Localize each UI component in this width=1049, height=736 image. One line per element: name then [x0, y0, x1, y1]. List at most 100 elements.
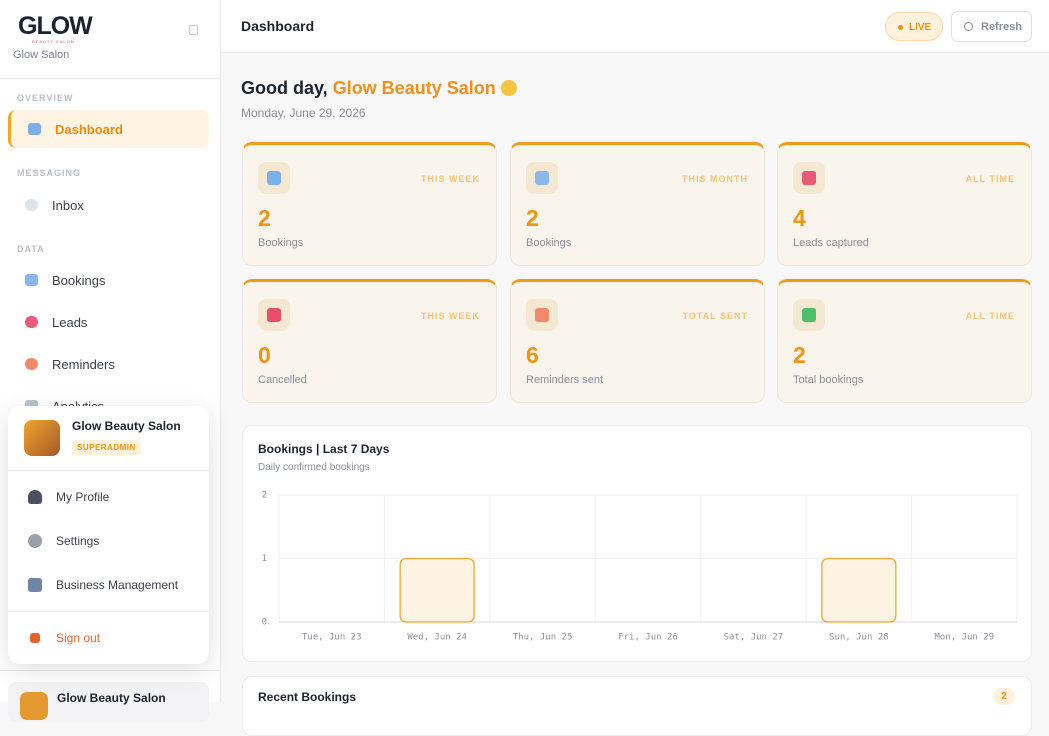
chart-subtitle: Daily confirmed bookings — [258, 462, 370, 473]
nav-label: Leads — [52, 314, 88, 330]
header: Dashboard LIVE Refresh — [221, 0, 1049, 53]
menu-icon — [28, 490, 42, 504]
stat-icon — [258, 299, 290, 331]
sign-out[interactable]: Sign out — [56, 631, 101, 645]
nav-label: Inbox — [52, 197, 84, 213]
menu-icon — [28, 578, 42, 592]
stat-period: THIS WEEK — [420, 174, 480, 184]
nav-item[interactable]: Reminders — [8, 345, 209, 383]
recent-card: Recent Bookings 2 — [242, 676, 1032, 736]
stat-card: TOTAL SENT 6 Reminders sent — [510, 279, 765, 403]
icon-glyph — [267, 171, 281, 185]
stat-label: Cancelled — [258, 374, 307, 386]
divider — [8, 470, 209, 471]
stat-value: 0 — [258, 342, 271, 368]
stat-icon — [258, 162, 290, 194]
stat-icon — [526, 299, 558, 331]
nav-item[interactable]: Inbox — [8, 186, 209, 224]
x-tick-label: Tue, Jun 23 — [302, 633, 362, 643]
user-menu: Glow Beauty Salon SUPERADMIN My Profile … — [8, 406, 209, 664]
stat-value: 4 — [793, 205, 806, 231]
y-tick-label: 0 — [262, 618, 267, 628]
stat-label: Bookings — [258, 237, 304, 249]
stat-label: Bookings — [526, 237, 572, 249]
live-label: LIVE — [909, 22, 932, 33]
menu-icon — [28, 534, 42, 548]
stat-icon — [793, 162, 825, 194]
stat-period: THIS MONTH — [682, 174, 748, 184]
user-name: Glow Beauty Salon — [57, 691, 166, 705]
stat-value: 2 — [258, 205, 271, 231]
recent-title: Recent Bookings — [258, 690, 357, 704]
nav-item[interactable]: Dashboard — [8, 110, 209, 148]
nav-label: Bookings — [52, 272, 106, 288]
x-tick-label: Thu, Jun 25 — [513, 633, 573, 643]
stat-icon — [526, 162, 558, 194]
brand-sub: BEAUTY SALON — [32, 39, 75, 44]
y-tick-label: 1 — [262, 554, 267, 564]
stat-label: Total bookings — [793, 374, 864, 386]
icon-glyph — [802, 308, 816, 322]
section-heading: MESSAGING — [17, 168, 82, 178]
stat-period: ALL TIME — [965, 311, 1015, 321]
refresh-label: Refresh — [981, 21, 1022, 33]
stat-value: 2 — [526, 205, 539, 231]
collapse-icon[interactable] — [189, 25, 198, 35]
stat-card: ALL TIME 4 Leads captured — [777, 142, 1032, 266]
nav-label: Reminders — [52, 356, 115, 372]
chart-title: Bookings | Last 7 Days — [258, 442, 390, 456]
section-heading: OVERVIEW — [17, 93, 74, 103]
nav-label: Dashboard — [55, 121, 123, 137]
page-title: Dashboard — [241, 18, 315, 34]
nav-item[interactable]: Leads — [8, 303, 209, 341]
bar — [821, 557, 897, 623]
x-tick-label: Fri, Jun 26 — [618, 633, 678, 643]
greeting-prefix: Good day, — [241, 78, 328, 98]
menu-item[interactable]: Settings — [56, 534, 100, 548]
nav-item[interactable]: Bookings — [8, 261, 209, 299]
user-button[interactable]: Glow Beauty Salon — [8, 682, 209, 722]
stat-label: Leads captured — [793, 237, 869, 249]
section-heading: DATA — [17, 244, 45, 254]
greeting-name: Glow Beauty Salon — [332, 78, 496, 98]
stat-card: THIS MONTH 2 Bookings — [510, 142, 765, 266]
brand: GLOW — [18, 12, 93, 40]
menu-item[interactable]: Business Management — [56, 578, 179, 592]
stat-icon — [793, 299, 825, 331]
divider — [0, 78, 221, 79]
menu-item[interactable]: My Profile — [56, 490, 110, 504]
menu-name: Glow Beauty Salon — [72, 419, 181, 433]
live-badge: LIVE — [885, 12, 943, 41]
stat-card: ALL TIME 2 Total bookings — [777, 279, 1032, 403]
y-tick-label: 2 — [262, 491, 267, 501]
x-tick-label: Sat, Jun 27 — [724, 633, 784, 643]
stat-period: TOTAL SENT — [682, 311, 748, 321]
stat-label: Reminders sent — [526, 374, 604, 386]
recent-count: 2 — [993, 688, 1015, 705]
chart-card: Bookings | Last 7 Days Daily confirmed b… — [242, 425, 1032, 662]
salon-name: Glow Salon — [13, 49, 70, 61]
greeting: Good day, Glow Beauty Salon — [241, 78, 517, 99]
stat-card: THIS WEEK 0 Cancelled — [242, 279, 497, 403]
stat-card: THIS WEEK 2 Bookings — [242, 142, 497, 266]
role-badge: SUPERADMIN — [72, 440, 141, 455]
x-tick-label: Wed, Jun 24 — [407, 633, 467, 643]
date: Monday, June 29, 2026 — [241, 106, 366, 120]
x-tick-label: Sun, Jun 28 — [829, 633, 889, 643]
divider — [8, 611, 209, 612]
stat-period: ALL TIME — [965, 174, 1015, 184]
icon-glyph — [802, 171, 816, 185]
stat-value: 2 — [793, 342, 806, 368]
avatar — [24, 420, 60, 456]
avatar — [20, 692, 48, 720]
icon-glyph — [267, 308, 281, 322]
stat-value: 6 — [526, 342, 539, 368]
bar — [399, 557, 475, 623]
chart: 0 1 2 Tue, Jun 23 Wed, Jun 24 Thu, Jun 25 Fri,… — [262, 491, 1018, 643]
refresh-button[interactable]: Refresh — [951, 11, 1032, 42]
divider — [0, 670, 221, 671]
icon-glyph — [535, 171, 549, 185]
menu-icon — [30, 633, 40, 643]
x-tick-label: Mon, Jun 29 — [934, 633, 994, 643]
